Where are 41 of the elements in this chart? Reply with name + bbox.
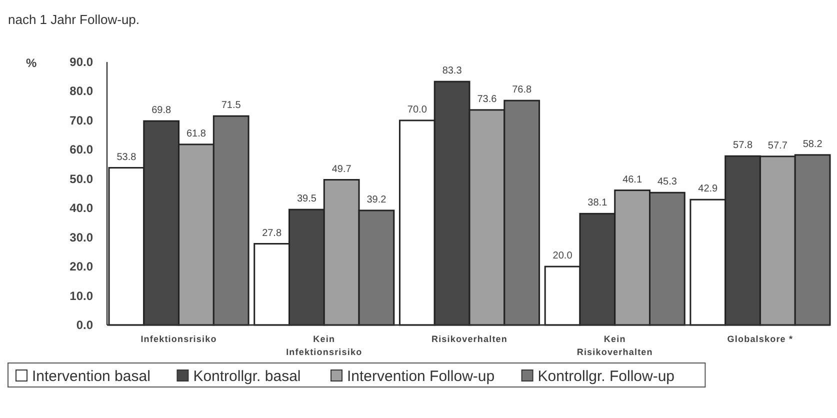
data-label: 71.5 xyxy=(221,100,242,112)
data-label: 83.3 xyxy=(442,66,462,77)
legend-label: Kontrollgr. Follow-up xyxy=(538,368,675,385)
y-tick-label: 80.0 xyxy=(70,84,94,98)
data-label: 70.0 xyxy=(407,104,428,116)
data-label: 20.0 xyxy=(552,250,573,262)
y-tick-label: 70.0 xyxy=(70,113,94,128)
data-label: 57.8 xyxy=(733,140,753,152)
data-label: 38.1 xyxy=(588,198,608,209)
legend-label: Intervention Follow-up xyxy=(347,368,495,385)
data-label: 57.7 xyxy=(768,140,788,152)
x-tick-label: Infektionsrisiko xyxy=(140,334,217,344)
data-label: 58.2 xyxy=(802,138,823,150)
data-label: 39.5 xyxy=(296,194,317,205)
data-label: 61.8 xyxy=(186,128,206,140)
data-label: 42.9 xyxy=(698,184,718,195)
data-label: 27.8 xyxy=(262,228,282,239)
data-label: 69.8 xyxy=(152,105,172,116)
y-tick-label: 90.0 xyxy=(70,55,94,69)
x-tick-label: Risikoverhalten xyxy=(431,334,508,344)
x-tick-label: Globalskore * xyxy=(727,334,794,344)
x-tick-label: Kein Risikoverhalten xyxy=(576,334,653,357)
data-label: 49.7 xyxy=(332,164,352,175)
y-tick-label: 20.0 xyxy=(70,260,94,274)
data-label: 45.3 xyxy=(657,176,678,188)
text: Intervention basal xyxy=(32,368,150,385)
chart-title: nach 1 Jahr Follow-up. xyxy=(8,12,140,27)
data-label: 53.8 xyxy=(116,152,137,163)
x-tick-label: Kein Infektionsrisiko xyxy=(286,334,362,357)
y-tick-label: 60.0 xyxy=(70,142,94,157)
y-axis-title: % xyxy=(26,56,37,70)
y-tick-label: 50.0 xyxy=(70,172,94,186)
data-label: 76.8 xyxy=(512,84,532,96)
y-tick-label: 30.0 xyxy=(70,230,94,244)
y-tick-label: 10.0 xyxy=(70,288,94,303)
data-label: 73.6 xyxy=(477,94,498,105)
data-label: 46.1 xyxy=(622,174,642,186)
y-tick-label: 0.0 xyxy=(76,318,94,332)
y-tick-label: 40.0 xyxy=(70,201,94,216)
legend-label: Kontrollgr. basal xyxy=(193,368,301,385)
data-label: 39.2 xyxy=(366,194,387,206)
